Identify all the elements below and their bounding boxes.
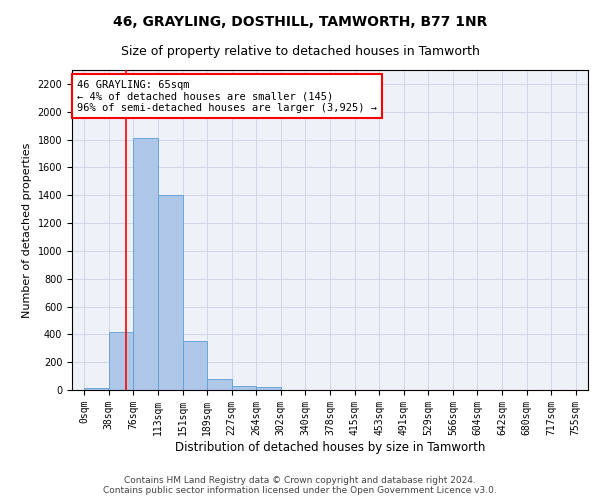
Bar <box>158 195 182 390</box>
Bar <box>109 332 133 390</box>
Bar <box>256 387 281 390</box>
Bar <box>182 342 207 390</box>
Bar <box>207 379 232 390</box>
Bar <box>133 138 158 390</box>
Text: Contains HM Land Registry data © Crown copyright and database right 2024.
Contai: Contains HM Land Registry data © Crown c… <box>103 476 497 495</box>
Bar <box>232 386 256 390</box>
Text: Size of property relative to detached houses in Tamworth: Size of property relative to detached ho… <box>121 45 479 58</box>
Text: 46, GRAYLING, DOSTHILL, TAMWORTH, B77 1NR: 46, GRAYLING, DOSTHILL, TAMWORTH, B77 1N… <box>113 15 487 29</box>
X-axis label: Distribution of detached houses by size in Tamworth: Distribution of detached houses by size … <box>175 440 485 454</box>
Bar <box>84 388 109 390</box>
Y-axis label: Number of detached properties: Number of detached properties <box>22 142 32 318</box>
Text: 46 GRAYLING: 65sqm
← 4% of detached houses are smaller (145)
96% of semi-detache: 46 GRAYLING: 65sqm ← 4% of detached hous… <box>77 80 377 113</box>
